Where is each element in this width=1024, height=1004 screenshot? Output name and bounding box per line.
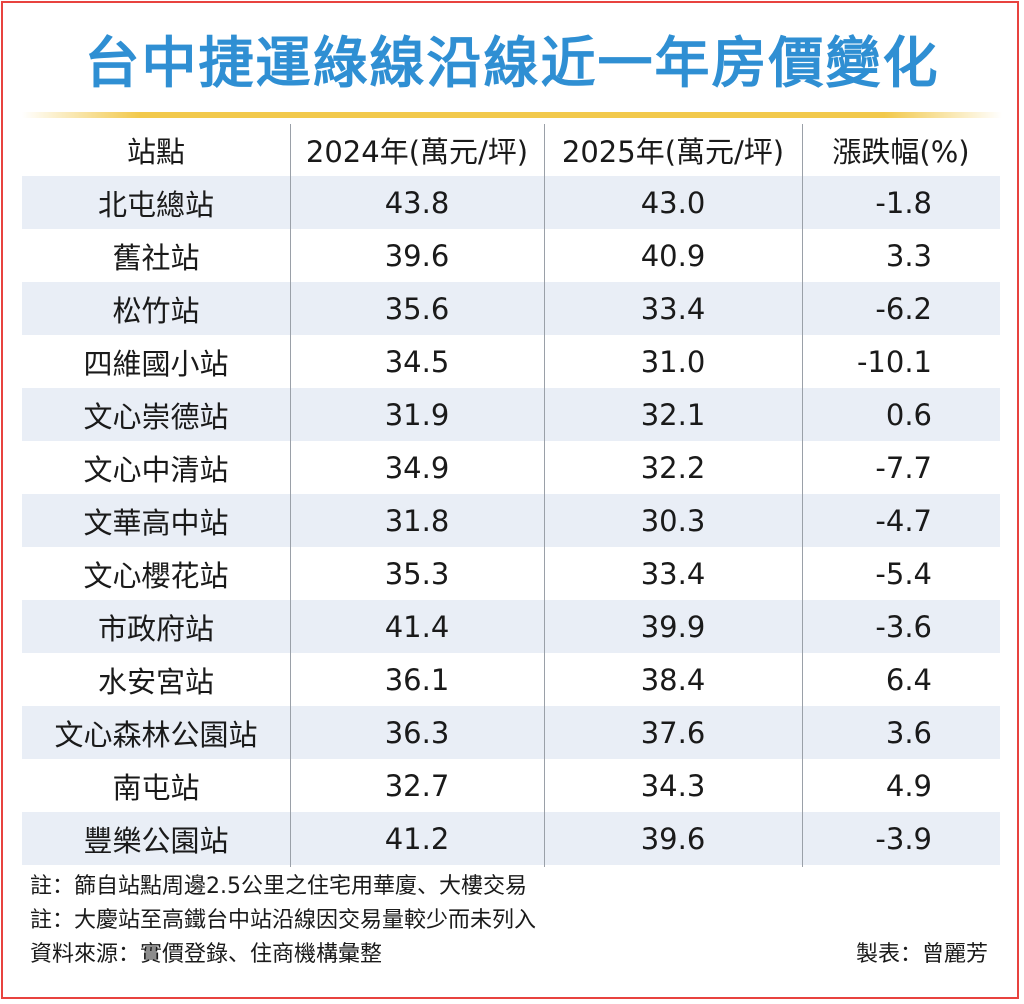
price-change: 4.9 [885,768,932,803]
price-2024: 39.6 [384,238,450,273]
station-name: 市政府站 [97,611,214,646]
table-row: 市政府站 41.4 39.9 -3.6 [22,600,1000,653]
table-row: 南屯站 32.7 34.3 4.9 [22,759,1000,812]
price-change: -4.7 [875,503,932,538]
price-2025: 40.9 [640,238,706,273]
price-2025: 43.0 [640,185,706,220]
title-divider [22,112,1002,118]
station-name: 南屯站 [112,770,200,805]
price-2024: 35.6 [384,291,450,326]
station-name: 文心崇德站 [83,399,229,434]
price-change: -3.9 [875,821,932,856]
station-name: 水安宮站 [97,664,214,699]
price-change: -1.8 [875,185,932,220]
table-row: 北屯總站 43.8 43.0 -1.8 [22,176,1000,229]
price-2025: 32.1 [640,397,706,432]
table-row: 文心中清站 34.9 32.2 -7.7 [22,441,1000,494]
note-line: 註：大慶站至高鐵台中站沿線因交易量較少而未列入 [30,908,537,933]
price-2024: 43.8 [384,185,450,220]
price-change: -7.7 [875,450,932,485]
header-station: 站點 [126,135,185,169]
table-row: 舊社站 39.6 40.9 3.3 [22,229,1000,282]
price-2025: 32.2 [640,450,706,485]
header-2024: 2024年(萬元/坪) [305,135,529,169]
table-row: 文心崇德站 31.9 32.1 0.6 [22,388,1000,441]
price-2024: 41.2 [384,821,450,856]
table-row: 松竹站 35.6 33.4 -6.2 [22,282,1000,335]
price-2024: 36.1 [384,662,450,697]
price-change: -10.1 [856,344,932,379]
credit: 製表：曾麗芳 [855,942,988,967]
page-title: 台中捷運綠線沿線近一年房價變化 [84,31,940,95]
header-2025: 2025年(萬元/坪) [561,135,785,169]
station-name: 北屯總站 [97,187,214,222]
station-name: 文華高中站 [83,505,229,540]
price-2024: 41.4 [384,609,450,644]
source-line: 資料來源：實價登錄、住商機構彙整 [30,942,383,967]
price-2024: 31.9 [384,397,450,432]
table-row: 文華高中站 31.8 30.3 -4.7 [22,494,1000,547]
station-name: 豐樂公園站 [83,823,229,858]
price-2025: 33.4 [640,556,706,591]
table-header-row: 站點 2024年(萬元/坪) 2025年(萬元/坪) 漲跌幅(%) [22,124,1000,176]
table-row: 四維國小站 34.5 31.0 -10.1 [22,335,1000,388]
price-change: 3.6 [885,715,932,750]
price-change: -6.2 [875,291,932,326]
note-line: 註：篩自站點周邊2.5公里之住宅用華廈、大樓交易 [30,874,527,899]
column-divider [290,124,291,867]
column-divider [544,124,545,867]
price-2025: 39.6 [640,821,706,856]
station-name: 文心中清站 [83,452,229,487]
table-row: 豐樂公園站 41.2 39.6 -3.9 [22,812,1000,865]
price-2025: 37.6 [640,715,706,750]
table-row: 文心櫻花站 35.3 33.4 -5.4 [22,547,1000,600]
price-2024: 34.5 [384,344,450,379]
table-row: 水安宮站 36.1 38.4 6.4 [22,653,1000,706]
price-2024: 34.9 [384,450,450,485]
price-2024: 36.3 [384,715,450,750]
price-change: 0.6 [885,397,932,432]
station-name: 文心森林公園站 [54,717,258,752]
station-name: 松竹站 [112,293,200,328]
price-change: 3.3 [885,238,932,273]
station-name: 舊社站 [112,240,200,275]
station-name: 文心櫻花站 [83,558,229,593]
price-2024: 35.3 [384,556,450,591]
price-2025: 38.4 [640,662,706,697]
price-change: 6.4 [885,662,932,697]
price-2025: 39.9 [640,609,706,644]
price-change: -5.4 [875,556,932,591]
table-row: 文心森林公園站 36.3 37.6 3.6 [22,706,1000,759]
notes: 註：篩自站點周邊2.5公里之住宅用華廈、大樓交易 註：大慶站至高鐵台中站沿線因交… [30,870,990,972]
price-2025: 30.3 [640,503,706,538]
table-body: 北屯總站 43.8 43.0 -1.8 舊社站 39.6 40.9 3.3 松竹站 35.6 33.… [22,176,1000,865]
price-2025: 33.4 [640,291,706,326]
price-2025: 31.0 [640,344,706,379]
station-name: 四維國小站 [83,346,229,381]
price-2025: 34.3 [640,768,706,803]
price-table: 站點 2024年(萬元/坪) 2025年(萬元/坪) 漲跌幅(%) 北屯總站 43… [22,124,1000,865]
header-change: 漲跌幅(%) [832,135,970,169]
column-divider [802,124,803,867]
price-change: -3.6 [875,609,932,644]
price-2024: 32.7 [384,768,450,803]
price-2024: 31.8 [384,503,450,538]
